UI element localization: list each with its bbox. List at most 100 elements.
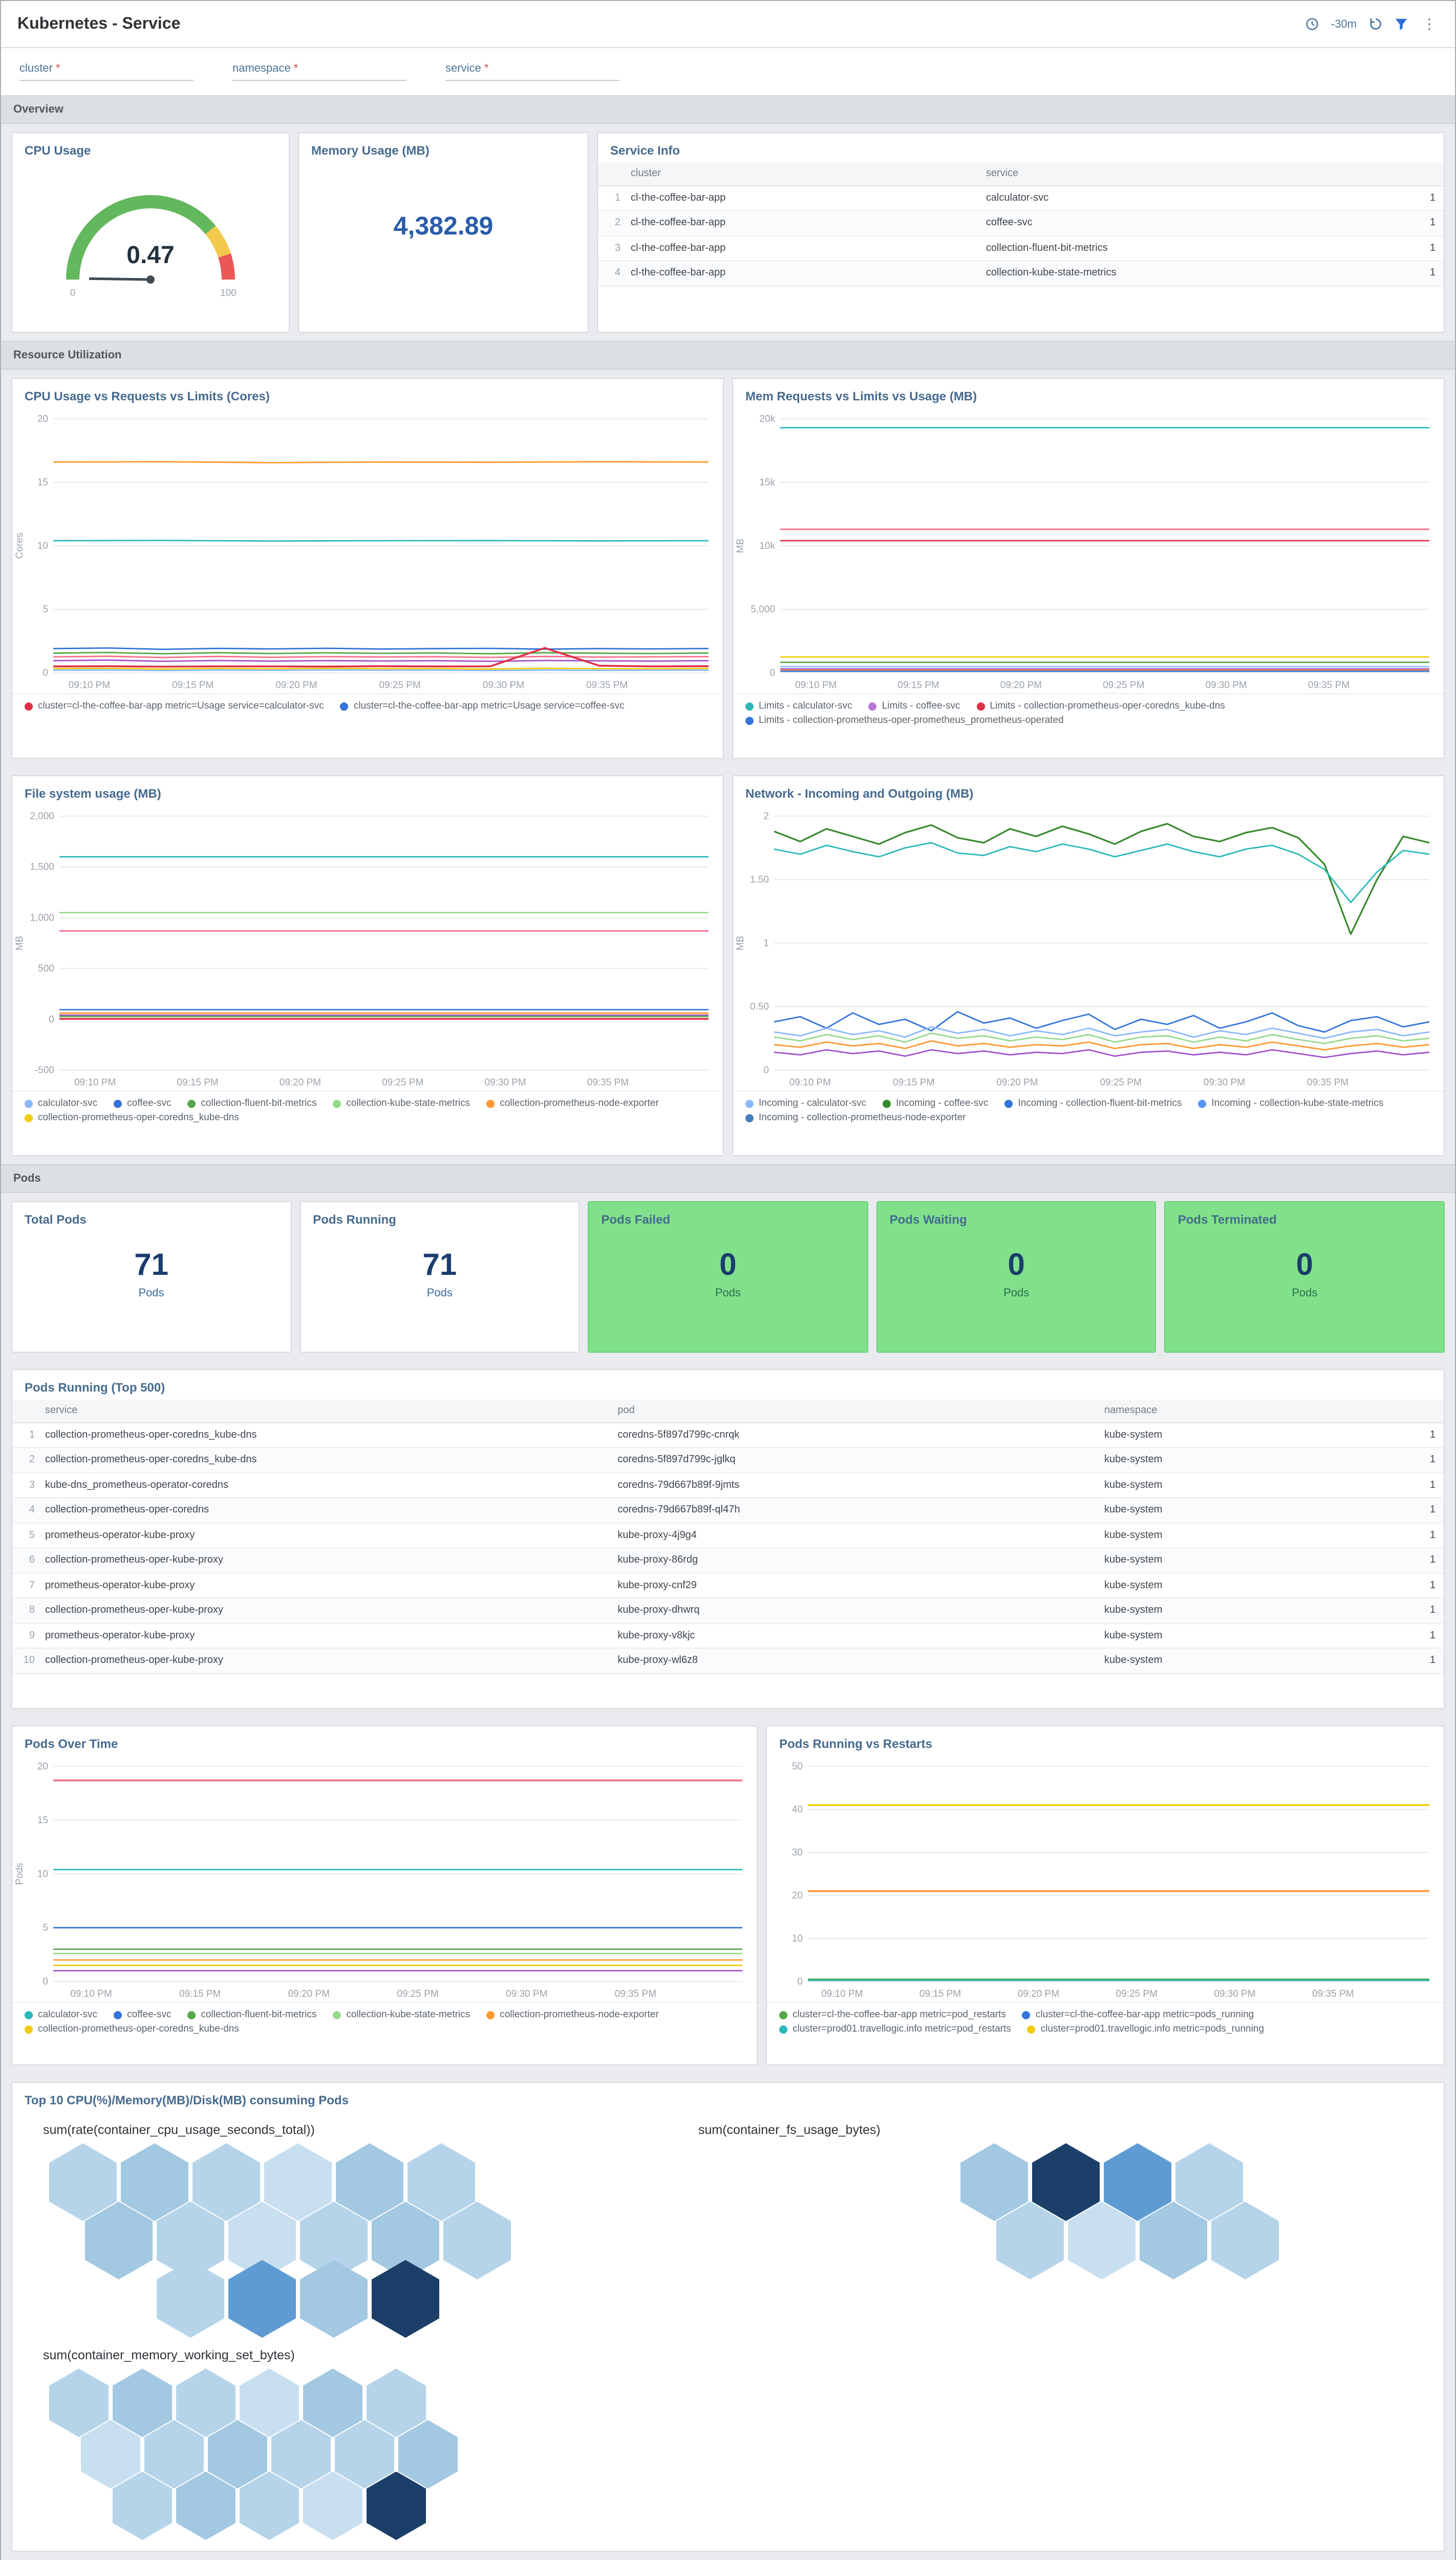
hex-cell[interactable]: [85, 2202, 153, 2279]
table-row[interactable]: 1 collection-prometheus-oper-coredns_kube…: [12, 1423, 1444, 1448]
time-range[interactable]: -30m: [1331, 18, 1357, 30]
table-row[interactable]: 1 cl-the-coffee-bar-app calculator-svc 1: [598, 186, 1444, 211]
hex-cell[interactable]: [398, 2420, 458, 2489]
legend-item: Limits - coffee-svc: [868, 700, 960, 712]
svg-text:09:30 PM: 09:30 PM: [483, 680, 524, 691]
hex-cell[interactable]: [1175, 2143, 1243, 2221]
hex-cell[interactable]: [1104, 2143, 1171, 2221]
table-row[interactable]: 8 collection-prometheus-oper-kube-proxy ku…: [12, 1598, 1444, 1624]
mem-requests-limits-chart: 0 5,000 10k 15k 20k 09:10 PM 09:15 PM 09:20 PM 0…: [733, 409, 1444, 693]
table-row[interactable]: 2 cl-the-coffee-bar-app coffee-svc 1: [598, 211, 1444, 236]
legend-dot: [114, 1099, 122, 1107]
resource-row-2: File system usage (MB) -500 0 500 1,000 1,50…: [1, 767, 1455, 1164]
hex-cell[interactable]: [1211, 2202, 1279, 2279]
legend-dot: [25, 2011, 33, 2019]
svg-text:09:35 PM: 09:35 PM: [1307, 1077, 1348, 1088]
svg-text:0: 0: [769, 668, 775, 678]
service-filter-label: service: [445, 62, 481, 75]
legend-dot: [745, 1114, 754, 1122]
table-row[interactable]: 7 prometheus-operator-kube-proxy kube-prox…: [12, 1573, 1444, 1598]
hex-cell[interactable]: [176, 2369, 235, 2437]
panel-cpu-vs-requests: CPU Usage vs Requests vs Limits (Cores) …: [11, 378, 724, 759]
svg-text:0: 0: [763, 1065, 769, 1076]
hex-cell[interactable]: [303, 2369, 362, 2437]
namespace-filter-input[interactable]: namespace *: [232, 62, 406, 81]
legend-item: Incoming - calculator-svc: [745, 1098, 866, 1109]
hex-cell[interactable]: [264, 2143, 332, 2221]
hex-cell[interactable]: [144, 2420, 204, 2489]
legend-dot: [1198, 1099, 1207, 1107]
svg-text:Pods: Pods: [14, 1863, 25, 1885]
hex-cell[interactable]: [113, 2369, 172, 2437]
hex-cell[interactable]: [157, 2260, 224, 2338]
hex-cell[interactable]: [192, 2143, 260, 2221]
legend-dot: [1004, 1099, 1013, 1107]
hex-cell[interactable]: [113, 2471, 172, 2540]
table-row[interactable]: 5 prometheus-operator-kube-proxy kube-prox…: [12, 1523, 1444, 1548]
hex-cell[interactable]: [240, 2471, 299, 2540]
required-asterisk: *: [293, 62, 298, 75]
svg-text:09:20 PM: 09:20 PM: [280, 1077, 321, 1088]
hex-cell[interactable]: [336, 2143, 403, 2221]
svg-text:Cores: Cores: [14, 533, 25, 559]
memory-honeycomb: sum(container_memory_working_set_bytes): [43, 2348, 698, 2540]
table-row[interactable]: 3 kube-dns_prometheus-operator-coredns cor…: [12, 1473, 1444, 1498]
service-filter-input[interactable]: service *: [445, 62, 619, 81]
hex-row: Top 10 CPU(%)/Memory(MB)/Disk(MB) consum…: [1, 2074, 1455, 2559]
legend-dot: [333, 2011, 341, 2019]
table-row[interactable]: 9 prometheus-operator-kube-proxy kube-prox…: [12, 1624, 1444, 1649]
hex-cell[interactable]: [367, 2471, 426, 2540]
network-io-chart: 0 0.50 1 1.50 2 09:10 PM 09:15 PM 09:20 PM 09:25…: [733, 806, 1444, 1091]
svg-text:09:35 PM: 09:35 PM: [1308, 680, 1350, 691]
filter-icon[interactable]: [1395, 17, 1408, 31]
table-row[interactable]: 4 collection-prometheus-oper-coredns cored…: [12, 1498, 1444, 1523]
hex-cell[interactable]: [49, 2369, 109, 2437]
legend-item: collection-prometheus-node-exporter: [486, 1098, 659, 1109]
hex-cell[interactable]: [408, 2143, 475, 2221]
legend-item: Incoming - coffee-svc: [883, 1098, 988, 1109]
refresh-icon[interactable]: [1369, 17, 1382, 31]
hex-cell[interactable]: [372, 2260, 439, 2338]
required-asterisk: *: [484, 62, 489, 75]
svg-text:2: 2: [763, 811, 769, 822]
svg-text:09:30 PM: 09:30 PM: [1204, 1077, 1245, 1088]
svg-text:0: 0: [42, 668, 48, 678]
hex-cell[interactable]: [1068, 2202, 1136, 2279]
hex-cell[interactable]: [49, 2143, 117, 2221]
hex-cell[interactable]: [335, 2420, 394, 2489]
svg-text:MB: MB: [735, 936, 746, 951]
cluster-filter-input[interactable]: cluster *: [19, 62, 194, 81]
table-row[interactable]: 4 cl-the-coffee-bar-app collection-kube-st…: [598, 261, 1444, 286]
hex-cell[interactable]: [300, 2260, 368, 2338]
hex-cell[interactable]: [1032, 2143, 1100, 2221]
hex-cell[interactable]: [1140, 2202, 1207, 2279]
hex-cell[interactable]: [271, 2420, 331, 2489]
table-row[interactable]: 6 collection-prometheus-oper-kube-proxy ku…: [12, 1548, 1444, 1573]
hex-cell[interactable]: [367, 2369, 426, 2437]
panel-memory-usage: Memory Usage (MB) 4,382.89: [298, 132, 589, 333]
svg-text:1.50: 1.50: [750, 874, 769, 885]
hex-cell[interactable]: [443, 2202, 511, 2279]
kebab-menu-icon[interactable]: ⋮: [1422, 15, 1437, 32]
honeycomb-label: sum(container_memory_working_set_bytes): [43, 2348, 295, 2362]
table-row[interactable]: 3 cl-the-coffee-bar-app collection-fluent-…: [598, 236, 1444, 261]
stat-unit: Pods: [715, 1287, 741, 1299]
svg-text:09:10 PM: 09:10 PM: [789, 1077, 831, 1088]
svg-text:0: 0: [798, 1976, 803, 1987]
chart-legend: calculator-svc coffee-svc collection-fluen…: [12, 1091, 723, 1155]
hex-cell[interactable]: [960, 2143, 1028, 2221]
honeycomb-label: sum(rate(container_cpu_usage_seconds_tot…: [43, 2123, 315, 2137]
hex-cell[interactable]: [303, 2471, 362, 2540]
svg-text:09:25 PM: 09:25 PM: [382, 1077, 423, 1088]
hex-cell[interactable]: [228, 2260, 296, 2338]
hex-cell[interactable]: [81, 2420, 140, 2489]
hex-cell[interactable]: [240, 2369, 299, 2437]
section-header-resource-utilization: Resource Utilization: [1, 341, 1455, 370]
hex-cell[interactable]: [208, 2420, 267, 2489]
legend-dot: [1022, 2011, 1031, 2019]
table-row[interactable]: 2 collection-prometheus-oper-coredns_kube…: [12, 1448, 1444, 1473]
hex-cell[interactable]: [121, 2143, 188, 2221]
table-row[interactable]: 10 collection-prometheus-oper-kube-proxy k…: [12, 1649, 1444, 1674]
hex-cell[interactable]: [176, 2471, 235, 2540]
hex-cell[interactable]: [996, 2202, 1064, 2279]
